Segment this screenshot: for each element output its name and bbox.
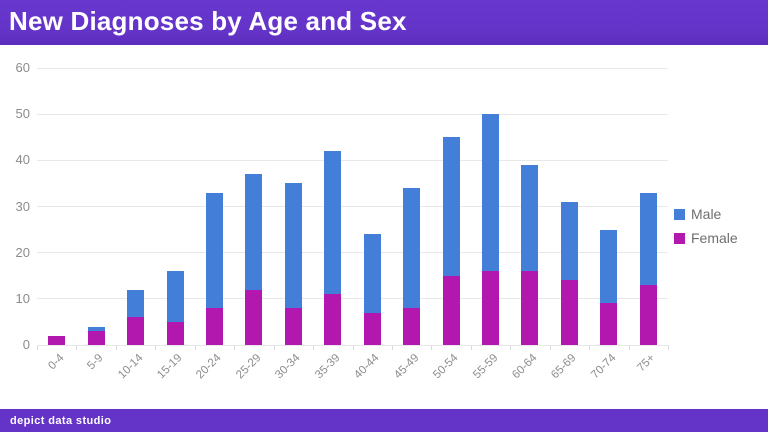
bar-segment-male-40-44 [363,234,381,313]
bar-segment-female-25-29 [245,289,263,345]
bar-segment-female-20-24 [205,308,223,345]
bar-segment-female-55-59 [482,271,500,345]
y-axis-tick-label: 30 [15,198,30,214]
bar-segment-female-30-34 [284,308,302,345]
x-axis-tick [352,345,354,350]
bar-segment-male-65-69 [560,201,578,281]
x-axis-tick [668,345,669,350]
bar-segment-male-55-59 [482,114,500,272]
bar-segment-male-60-64 [521,164,539,272]
y-axis-tick-label: 0 [22,337,30,352]
bar-segment-male-5-9 [87,326,105,332]
bar-segment-female-50-54 [442,275,460,345]
bar-segment-male-10-14 [127,289,145,318]
bar-segment-female-75+ [639,284,657,345]
bar-segment-female-40-44 [363,312,381,345]
legend-swatch-male [674,208,685,220]
chart-legend: Male Female [674,206,738,246]
bar-segment-male-25-29 [245,174,263,290]
x-axis-tick [194,345,196,350]
bar-segment-female-10-14 [127,317,145,345]
gridline-y-10 [37,298,668,300]
legend-swatch-female [674,232,685,244]
bar-segment-female-60-64 [521,271,539,345]
legend-item-male: Male [674,206,738,222]
bar-segment-male-70-74 [600,229,618,304]
footer-bar: depict data studio [0,409,768,432]
bar-segment-male-75+ [639,192,657,285]
page-title: New Diagnoses by Age and Sex [9,6,407,36]
gridline-y-30 [37,206,668,207]
bar-segment-female-45-49 [403,308,421,345]
gridline-y-20 [37,252,668,254]
header-bar: New Diagnoses by Age and Sex [0,0,768,45]
legend-label-female: Female [691,230,738,246]
gridline-y-60 [37,67,668,69]
x-axis-tick [273,345,275,350]
x-axis-tick [589,345,591,350]
y-axis-tick-label: 40 [15,152,30,168]
x-axis-tick [313,345,315,350]
x-axis-tick [155,345,157,350]
bar-segment-male-35-39 [324,151,342,295]
y-axis-tick-label: 20 [15,244,30,260]
y-axis-tick-label: 60 [15,60,30,75]
bar-segment-male-15-19 [166,271,184,322]
bar-segment-female-70-74 [600,303,618,345]
x-axis-tick [234,345,236,350]
bar-segment-female-5-9 [87,331,105,345]
bar-segment-female-65-69 [560,280,578,345]
y-axis-tick-label: 10 [15,290,30,306]
x-axis-tick [391,345,393,350]
x-axis-tick [510,345,512,350]
gridline-y-40 [37,159,668,161]
x-axis-tick [115,345,117,350]
bar-segment-male-45-49 [403,188,421,309]
x-axis-tick [628,345,630,350]
x-axis-tick [470,345,472,350]
x-axis-tick [76,345,78,350]
bar-segment-female-0-4 [48,335,66,345]
bar-segment-male-30-34 [284,183,302,309]
legend-item-female: Female [674,230,738,246]
gridline-y-50 [37,113,668,115]
x-axis-tick [431,345,433,350]
y-axis-tick-label: 50 [15,106,30,122]
bar-segment-female-15-19 [166,321,184,345]
brand-label: depict data studio [10,414,112,427]
bar-segment-male-50-54 [442,137,460,276]
x-axis-tick [37,345,38,350]
bar-segment-female-35-39 [324,294,342,345]
x-axis-tick [549,345,551,350]
legend-label-male: Male [691,206,722,222]
bar-segment-male-20-24 [205,192,223,309]
